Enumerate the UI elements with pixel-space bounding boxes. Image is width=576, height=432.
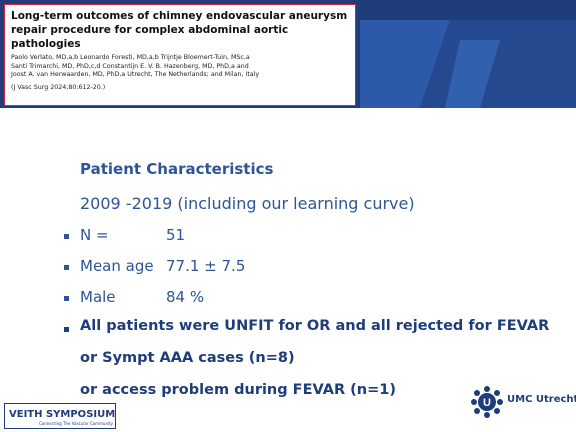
veith-logo: VEITH SYMPOSIUM Connecting The Vascular …: [4, 403, 116, 429]
bullet: [64, 327, 69, 332]
bullet: [64, 234, 69, 239]
citation-box: Long-term outcomes of chimney endovascul…: [4, 4, 356, 106]
bullet: [64, 265, 69, 270]
veith-logo-tagline: Connecting The Vascular Community: [39, 421, 114, 426]
note-line: or access problem during FEVAR (n=1): [80, 382, 396, 398]
citation-journal: (J Vasc Surg 2024;80:612-20.): [11, 83, 106, 91]
heading: Patient Characteristics: [80, 160, 274, 178]
bullet: [64, 296, 69, 301]
svg-text:U: U: [483, 397, 491, 409]
citation-authors: Joost A. van Herwaarden, MD, PhD,a Utrec…: [11, 71, 260, 78]
item-value: 51: [166, 226, 186, 244]
note-line: or Sympt AAA cases (n=8): [80, 350, 295, 366]
umc-logo-text: UMC Utrecht: [507, 394, 576, 405]
citation-authors: Paolo Verlato, MD,a,b Leonardo Foresti, …: [11, 54, 250, 61]
citation-authors: Santi Trimarchi, MD, PhD,c,d Constantijn…: [11, 62, 249, 70]
item-label: Male: [80, 288, 116, 306]
item-value: 77.1 ± 7.5: [166, 257, 246, 275]
item-label: Mean age: [80, 257, 154, 275]
note-line: All patients were UNFIT for OR and all r…: [80, 318, 550, 334]
umc-logo-icon: U: [471, 386, 503, 418]
veith-logo-text: VEITH SYMPOSIUM: [9, 409, 116, 420]
subheading: 2009 -2019 (including our learning curve…: [80, 194, 415, 213]
item-value: 84 %: [166, 288, 205, 306]
citation-title: Long-term outcomes of chimney endovascul…: [11, 10, 348, 50]
item-label: N =: [80, 226, 109, 244]
